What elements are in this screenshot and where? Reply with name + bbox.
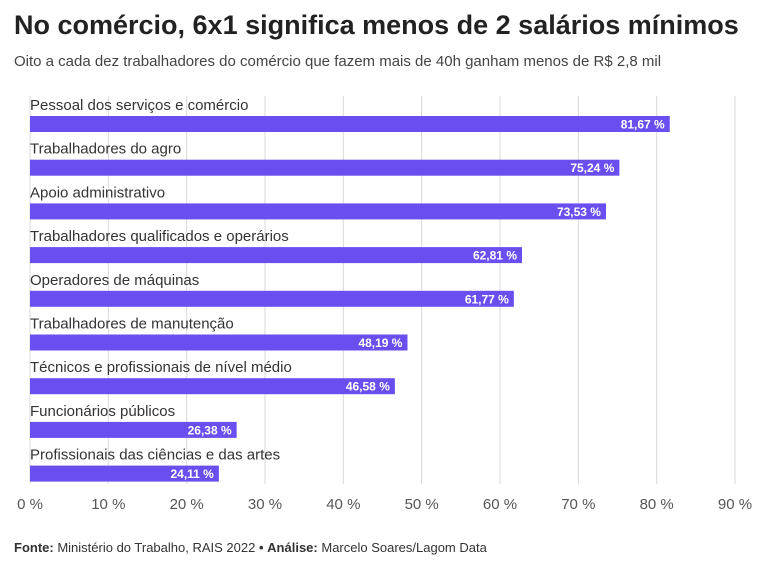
bar bbox=[30, 247, 523, 264]
data-label: 73,53 % bbox=[557, 205, 601, 219]
analysis-label: Análise: bbox=[267, 540, 318, 555]
data-label: 48,19 % bbox=[358, 336, 402, 350]
x-axis: 0 % 10 % 20 % 30 % 40 % 50 % 60 % 70 % 80 % 90 % bbox=[17, 496, 752, 513]
x-tick-label: 40 % bbox=[326, 496, 360, 513]
x-tick-label: 30 % bbox=[248, 496, 282, 513]
x-tick-label: 20 % bbox=[170, 496, 204, 513]
chart-subtitle: Oito a cada dez trabalhadores do comérci… bbox=[14, 53, 662, 70]
category-label: Pessoal dos serviços e comércio bbox=[30, 97, 248, 114]
source-text: Ministério do Trabalho, RAIS 2022 bbox=[57, 540, 256, 555]
category-label: Trabalhadores de manutenção bbox=[30, 316, 234, 333]
category-label: Operadores de máquinas bbox=[30, 272, 199, 289]
data-label: 75,24 % bbox=[570, 161, 614, 175]
bar bbox=[30, 159, 620, 176]
analysis-text: Marcelo Soares/Lagom Data bbox=[321, 540, 487, 555]
chart-footer: Fonte: Ministério do Trabalho, RAIS 2022… bbox=[14, 540, 487, 555]
category-label: Apoio administrativo bbox=[30, 184, 165, 201]
x-tick-label: 50 % bbox=[405, 496, 439, 513]
data-label: 81,67 % bbox=[621, 118, 665, 132]
x-tick-label: 70 % bbox=[561, 496, 595, 513]
data-label: 62,81 % bbox=[473, 249, 517, 263]
bar bbox=[30, 378, 395, 395]
data-label: 24,11 % bbox=[170, 467, 214, 481]
category-label: Trabalhadores qualificados e operários bbox=[30, 228, 289, 245]
bar bbox=[30, 421, 237, 438]
x-tick-label: 80 % bbox=[640, 496, 674, 513]
category-label: Profissionais das ciências e das artes bbox=[30, 447, 280, 464]
bar bbox=[30, 334, 408, 351]
bars: Pessoal dos serviços e comércio 81,67 % Tr… bbox=[30, 97, 670, 482]
category-label: Técnicos e profissionais de nível médio bbox=[30, 359, 292, 376]
x-tick-label: 0 % bbox=[17, 496, 43, 513]
bar-chart: Pessoal dos serviços e comércio 81,67 % Tr… bbox=[17, 96, 752, 513]
x-tick-label: 60 % bbox=[483, 496, 517, 513]
x-tick-label: 90 % bbox=[718, 496, 752, 513]
footer-separator: • bbox=[258, 540, 264, 555]
x-tick-label: 10 % bbox=[91, 496, 125, 513]
category-label: Trabalhadores do agro bbox=[30, 141, 181, 158]
chart-title: No comércio, 6x1 significa menos de 2 sa… bbox=[14, 10, 739, 40]
category-label: Funcionários públicos bbox=[30, 403, 175, 420]
bar bbox=[30, 465, 219, 482]
data-label: 26,38 % bbox=[188, 423, 232, 437]
bar bbox=[30, 290, 514, 307]
data-label: 46,58 % bbox=[346, 380, 390, 394]
data-label: 61,77 % bbox=[465, 292, 509, 306]
bar bbox=[30, 116, 670, 132]
bar bbox=[30, 203, 606, 220]
source-label: Fonte: bbox=[14, 540, 54, 555]
